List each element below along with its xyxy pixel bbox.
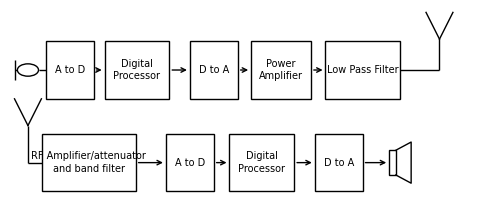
Bar xyxy=(42,134,136,192)
Bar xyxy=(251,41,311,99)
Bar xyxy=(190,41,238,99)
Bar xyxy=(315,134,363,192)
Bar xyxy=(104,41,170,99)
Text: A to D: A to D xyxy=(54,65,85,75)
Text: RF Amplifier/attenuator
and band filter: RF Amplifier/attenuator and band filter xyxy=(31,151,147,174)
Text: Power
Amplifier: Power Amplifier xyxy=(259,59,303,81)
Text: D to A: D to A xyxy=(198,65,229,75)
Bar xyxy=(46,41,94,99)
Text: Digital
Processor: Digital Processor xyxy=(114,59,160,81)
Bar xyxy=(389,150,396,175)
Text: D to A: D to A xyxy=(323,158,354,168)
Bar xyxy=(325,41,400,99)
Text: A to D: A to D xyxy=(174,158,205,168)
Bar xyxy=(229,134,294,192)
Bar xyxy=(166,134,214,192)
Text: Low Pass Filter: Low Pass Filter xyxy=(327,65,398,75)
Text: Digital
Processor: Digital Processor xyxy=(238,151,285,174)
